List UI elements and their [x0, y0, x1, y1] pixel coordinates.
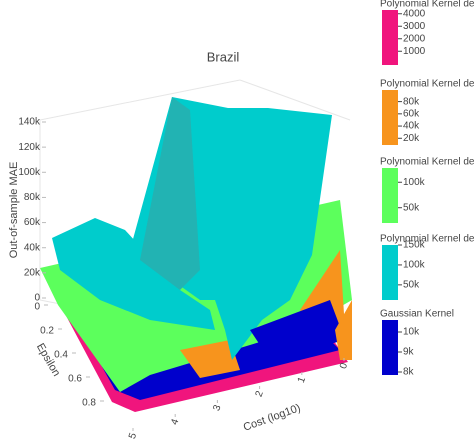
colorbar-tick-label: 3000	[403, 21, 426, 32]
surface	[250, 300, 345, 360]
y-tick-label: 0.6	[68, 374, 82, 385]
colorbar-tick-label: 60k	[403, 108, 420, 119]
surface	[180, 340, 240, 378]
z-tick-label: 40k	[24, 242, 41, 253]
z-tick-label: 140k	[18, 117, 41, 128]
surface	[52, 218, 215, 330]
colorbar-tick-label: 50k	[403, 279, 420, 290]
colorbar-title: Polynomial Kernel degree 4	[380, 234, 474, 245]
colorbar-tick-label: 150k	[403, 240, 426, 251]
x-tick-label: 4	[169, 417, 181, 426]
colorbar	[382, 320, 398, 375]
colorbar	[382, 245, 398, 300]
x-tick-label: 0	[338, 361, 350, 370]
y-tick-label: 0	[34, 302, 40, 313]
colorbar-title: Gaussian Kernel	[380, 309, 454, 320]
z-tick-label: 60k	[24, 217, 41, 228]
z-tick-label: 20k	[24, 267, 41, 278]
colorbar-tick-label: 8k	[403, 367, 415, 378]
z-axis-title: Out-of-sample MAE	[8, 162, 20, 259]
x-tick-label: 5	[127, 431, 139, 440]
colorbar	[382, 10, 398, 65]
colorbar-tick-label: 1000	[403, 46, 426, 57]
chart-title: Brazil	[207, 49, 240, 64]
box-edge	[39, 79, 241, 121]
y-tick-label: 0.4	[54, 350, 68, 361]
colorbar-title: Polynomial Kernel degree 2	[380, 79, 474, 90]
colorbar-tick-label: 100k	[403, 177, 426, 188]
x-tick-label: 2	[254, 389, 266, 398]
y-tick-label: 0.8	[82, 398, 96, 409]
colorbar-tick-label: 100k	[403, 260, 426, 271]
colorbar	[382, 90, 398, 145]
surface	[140, 97, 200, 290]
surfaces	[40, 97, 352, 412]
z-tick-label: 100k	[18, 167, 41, 178]
z-tick-label: 0	[34, 293, 40, 304]
colorbar-tick-label: 40k	[403, 121, 420, 132]
colorbar-tick-label: 50k	[403, 202, 420, 213]
colorbar-tick-label: 80k	[403, 96, 420, 107]
colorbar-tick-label: 10k	[403, 327, 420, 338]
z-tick-label: 120k	[18, 142, 41, 153]
box-edge	[239, 79, 351, 121]
colorbar-title: Polynomial Kernel degree 3	[380, 157, 474, 168]
y-tick-label: 0.2	[40, 326, 54, 337]
colorbar-title: Polynomial Kernel degree 1	[380, 0, 474, 10]
z-tick-label: 80k	[24, 192, 41, 203]
colorbar-tick-label: 20k	[403, 133, 420, 144]
colorbar	[382, 168, 398, 223]
x-tick-label: 3	[211, 403, 223, 412]
colorbar-tick-label: 2000	[403, 33, 426, 44]
x-axis-title: Cost (log10)	[242, 402, 302, 434]
colorbar-tick-label: 9k	[403, 347, 415, 358]
x-tick-label: 1	[296, 375, 308, 384]
surface	[335, 300, 352, 360]
colorbar-tick-label: 4000	[403, 8, 426, 19]
